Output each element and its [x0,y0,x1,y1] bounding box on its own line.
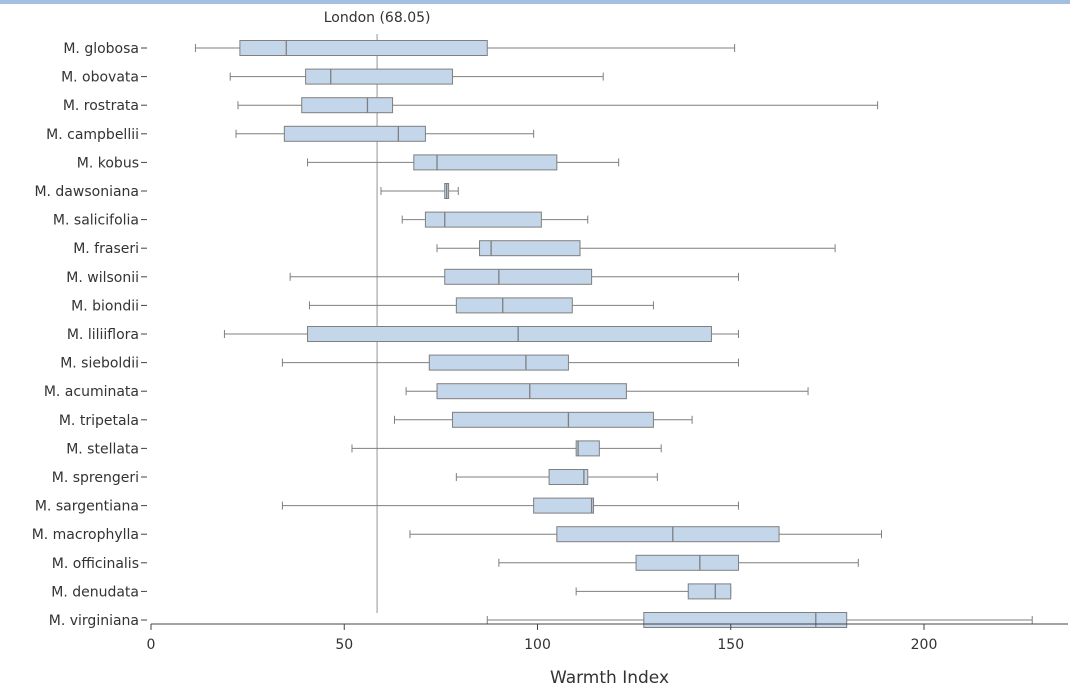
iqr-box [455,297,573,314]
category-label: M. rostrata [63,98,139,114]
box-m-campbellii [235,125,535,142]
box-m-fraseri [436,240,836,257]
iqr-box [301,97,394,114]
category-label: M. sprengeri [52,470,139,486]
category-label: M. obovata [61,70,139,86]
x-axis-title: Warmth Index [550,668,669,688]
cropped-figure-caption [0,0,1070,4]
category-label: M. campbellii [46,127,139,143]
box-m-tripetala [393,411,693,428]
box-m-macrophylla [409,526,882,543]
iqr-box [305,68,453,85]
category-label: M. sieboldii [60,356,139,372]
box-m-sprengeri [455,469,658,485]
category-label: M. liliiflora [67,327,139,343]
box-m-obovata [229,68,604,85]
x-tick-label: 150 [717,637,744,653]
box-m-stellata [351,440,662,457]
box-m-globosa [194,40,736,56]
x-tick-label: 100 [524,637,551,653]
category-label: M. virginiana [49,613,139,629]
category-label: M. officinalis [52,556,139,572]
caption-strip [0,0,1070,4]
category-label: M. fraseri [73,241,139,257]
category-label: M. denudata [51,584,139,600]
iqr-box [307,326,712,342]
category-label: M. sargentiana [35,499,139,515]
category-labels: M. globosa M. obovata M. rostrata M. campbe… [32,41,147,629]
iqr-box [533,497,595,514]
category-label: M. globosa [63,41,139,57]
iqr-box [436,383,627,400]
x-tick-label: 0 [147,637,156,653]
box-m-salicifolia [401,211,589,228]
category-label: M. acuminata [44,384,139,400]
box-m-liliiflora [223,326,739,342]
reference-line-label: London (68.05) [324,10,431,26]
box-m-denudata [575,583,732,600]
box-m-officinalis [498,554,859,571]
iqr-box [479,240,581,257]
x-tick-label: 200 [911,637,938,653]
iqr-box [239,40,488,56]
box-m-wilsonii [289,268,739,285]
box-m-dawsoniana [380,183,459,199]
box-group [194,40,1033,628]
category-label: M. biondii [71,298,139,314]
iqr-box [548,469,589,485]
iqr-box [451,411,654,428]
box-m-sargentiana [281,497,739,514]
category-label: M. wilsonii [66,270,139,286]
x-axis: 0 50 100 150 200 [147,623,1068,653]
iqr-box [687,583,732,600]
box-m-rostrata [237,97,879,114]
iqr-box [556,526,780,543]
box-m-virginiana [486,612,1033,628]
box-m-biondii [308,297,654,314]
iqr-box [428,354,569,371]
category-label: M. tripetala [59,413,139,429]
x-tick-label: 50 [335,637,353,653]
box-m-acuminata [405,383,809,400]
category-label: M. dawsoniana [34,184,139,200]
iqr-box [424,211,542,228]
iqr-box [444,268,593,285]
iqr-box [283,125,426,142]
iqr-box [575,440,600,457]
box-m-kobus [307,154,620,171]
category-label: M. salicifolia [53,213,139,229]
iqr-box [413,154,558,171]
box-m-sieboldii [281,354,739,371]
category-label: M. stellata [66,441,139,457]
category-label: M. macrophylla [32,527,139,543]
iqr-box [635,554,739,571]
category-label: M. kobus [77,155,139,171]
